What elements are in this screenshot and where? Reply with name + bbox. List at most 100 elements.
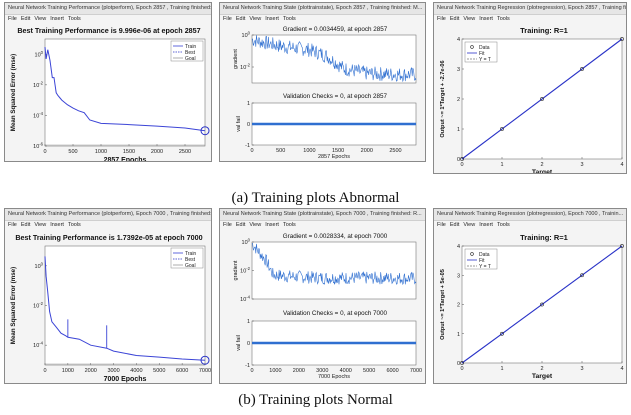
y-tick-label: 0 <box>247 341 250 347</box>
x-tick-label: 6000 <box>176 368 188 374</box>
x-tick-label: 2000 <box>293 368 305 374</box>
window-title: Neural Network Training Regression (plot… <box>434 209 626 221</box>
menu-file[interactable]: File <box>8 16 17 22</box>
performance-chart-normal: Best Training Performance is 1.7392e-05 … <box>5 229 211 383</box>
menu-bar: File Edit View Insert Tools <box>434 15 626 24</box>
x-tick-label: 2000 <box>151 149 163 155</box>
menu-view[interactable]: View <box>34 222 47 228</box>
x-tick-label: 0 <box>250 148 253 154</box>
y-tick-label: 0 <box>247 122 250 128</box>
window-title: Neural Network Training Performance (plo… <box>5 209 211 221</box>
state-chart-normal: Gradient = 0.0028334, at epoch 7000 Vali… <box>220 229 425 383</box>
data-point <box>500 331 504 336</box>
data-point <box>580 273 584 278</box>
menu-insert[interactable]: Insert <box>50 222 64 228</box>
train-line <box>44 46 206 132</box>
y-tick-label: 1 <box>247 101 250 107</box>
menu-tools[interactable]: Tools <box>496 222 510 228</box>
train-line <box>44 256 206 361</box>
regression-window-normal: Neural Network Training Regression (plot… <box>433 208 627 384</box>
x-tick-label: 5000 <box>153 368 165 374</box>
validation-title: Validation Checks = 0, at epoch 7000 <box>283 310 388 317</box>
x-tick-label: 500 <box>68 149 77 155</box>
menu-insert[interactable]: Insert <box>50 16 64 22</box>
x-tick-label: 4000 <box>130 368 142 374</box>
state-chart-abnormal: Gradient = 0.0034459, at epoch 2857 Vali… <box>220 23 425 161</box>
menu-tools[interactable]: Tools <box>282 16 296 22</box>
x-tick-label: 2000 <box>85 368 97 374</box>
menu-tools[interactable]: Tools <box>282 222 296 228</box>
menu-tools[interactable]: Tools <box>67 222 81 228</box>
y-axis-label: Output ~= 1*Target + 5e-05 <box>440 269 446 340</box>
menu-view[interactable]: View <box>463 222 476 228</box>
y-tick-label: 3 <box>457 67 460 73</box>
x-tick-label: 7000 <box>410 368 422 374</box>
x-tick-label: 0 <box>460 162 463 168</box>
menu-view[interactable]: View <box>463 16 476 22</box>
x-tick-label: 2000 <box>361 148 373 154</box>
legend-swatch <box>470 252 474 256</box>
y-tick-label: 10-4 <box>33 341 44 350</box>
legend-label: Fit <box>479 258 485 264</box>
legend-label: Best <box>185 50 196 56</box>
x-tick-label: 2500 <box>179 149 191 155</box>
performance-chart-abnormal: Best Training Performance is 9.996e-06 a… <box>5 23 211 162</box>
menu-file[interactable]: File <box>223 222 232 228</box>
x-tick-label: 1 <box>500 162 503 168</box>
x-axis-label: 2857 Epochs <box>104 157 147 162</box>
x-tick-label: 500 <box>276 148 285 154</box>
x-axis-label: 7000 Epochs <box>318 374 350 380</box>
menu-bar: File Edit View Insert Tools <box>220 221 425 230</box>
menu-file[interactable]: File <box>437 16 446 22</box>
y-tick-label: 100 <box>35 50 44 59</box>
menu-edit[interactable]: Edit <box>449 222 460 228</box>
y-tick-label: 2 <box>457 97 460 103</box>
legend-label: Y = T <box>479 57 491 63</box>
x-tick-label: 0 <box>250 368 253 374</box>
window-title: Neural Network Training State (plottrain… <box>220 3 425 15</box>
y-tick-label: 10-2 <box>240 266 251 275</box>
x-tick-label: 1000 <box>303 148 315 154</box>
y-axis-label: Mean Squared Error (mse) <box>10 54 17 131</box>
menu-insert[interactable]: Insert <box>479 222 493 228</box>
menu-tools[interactable]: Tools <box>496 16 510 22</box>
x-tick-label: 4000 <box>340 368 352 374</box>
regression-window-abnormal: Neural Network Training Regression (plot… <box>433 2 627 174</box>
menu-file[interactable]: File <box>8 222 17 228</box>
data-point <box>460 361 464 365</box>
menu-edit[interactable]: Edit <box>20 16 31 22</box>
menu-insert[interactable]: Insert <box>479 16 493 22</box>
menu-edit[interactable]: Edit <box>449 16 460 22</box>
menu-insert[interactable]: Insert <box>265 222 279 228</box>
gradient-title: Gradient = 0.0034459, at epoch 2857 <box>283 26 388 33</box>
state-window-abnormal: Neural Network Training State (plottrain… <box>219 2 426 162</box>
x-tick-label: 6000 <box>386 368 398 374</box>
menu-tools[interactable]: Tools <box>67 16 81 22</box>
menu-view[interactable]: View <box>249 222 262 228</box>
legend-box <box>464 41 498 63</box>
performance-window-normal: Neural Network Training Performance (plo… <box>4 208 212 384</box>
x-tick-label: 7000 <box>199 368 211 374</box>
menu-file[interactable]: File <box>223 16 232 22</box>
menu-edit[interactable]: Edit <box>20 222 31 228</box>
menu-edit[interactable]: Edit <box>235 222 246 228</box>
x-axis-label: Target <box>532 373 553 380</box>
fit-line <box>461 38 623 160</box>
menu-view[interactable]: View <box>249 16 262 22</box>
x-tick-label: 1500 <box>123 149 135 155</box>
y-tick-label: 100 <box>35 261 44 270</box>
x-tick-label: 4 <box>620 366 623 372</box>
y-tick-label: 100 <box>242 238 251 247</box>
data-point <box>620 37 624 41</box>
menu-file[interactable]: File <box>437 222 446 228</box>
menu-view[interactable]: View <box>34 16 47 22</box>
menu-edit[interactable]: Edit <box>235 16 246 22</box>
chart-title: Training: R=1 <box>520 233 568 242</box>
legend-label: Goal <box>185 56 196 62</box>
y-tick-label: 10-4 <box>33 111 44 120</box>
validation-title: Validation Checks = 0, at epoch 2857 <box>283 93 388 100</box>
data-point <box>500 127 504 131</box>
menu-insert[interactable]: Insert <box>265 16 279 22</box>
y-tick-label: 10-2 <box>33 301 44 310</box>
